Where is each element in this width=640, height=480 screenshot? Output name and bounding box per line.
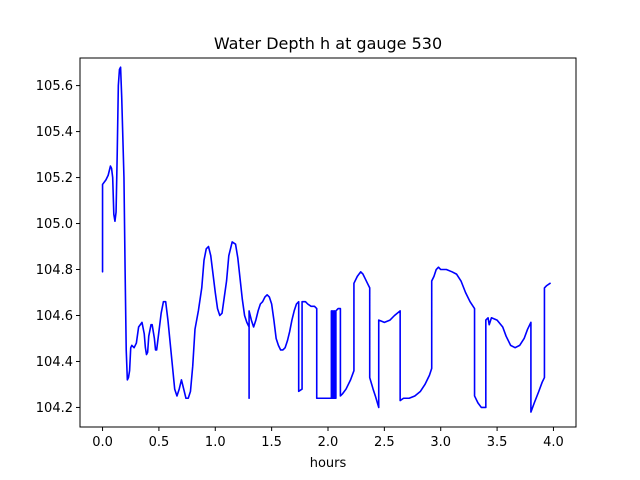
x-tick-label: 2.5: [374, 435, 395, 450]
y-tick-label: 104.8: [36, 263, 73, 278]
x-tick-label: 2.0: [318, 435, 339, 450]
x-tick-label: 0.5: [149, 435, 170, 450]
x-tick-label: 0.0: [92, 435, 113, 450]
plot-line-layer: [101, 66, 551, 413]
x-tick-label: 4.0: [543, 435, 564, 450]
x-tick-label: 3.5: [487, 435, 508, 450]
water-depth-line: [101, 66, 551, 413]
y-tick-label: 105.4: [36, 125, 73, 140]
x-axis: 0.0 0.5 1.0 1.5 2.0 2.5 3.0 3.5 4.0: [92, 427, 564, 450]
y-axis: 104.2 104.4 104.6 104.8 105.0 105.2 105.4 105.6: [36, 79, 80, 416]
x-tick-label: 1.5: [261, 435, 282, 450]
x-tick-label: 3.0: [430, 435, 451, 450]
y-tick-label: 105.2: [36, 171, 73, 186]
y-tick-label: 104.6: [36, 309, 73, 324]
x-tick-label: 1.0: [205, 435, 226, 450]
y-tick-label: 104.2: [36, 401, 73, 416]
y-tick-label: 104.4: [36, 355, 73, 370]
y-tick-label: 105.6: [36, 79, 73, 94]
chart-title: Water Depth h at gauge 530: [214, 34, 442, 53]
x-axis-label: hours: [310, 456, 347, 471]
y-tick-label: 105.0: [36, 217, 73, 232]
